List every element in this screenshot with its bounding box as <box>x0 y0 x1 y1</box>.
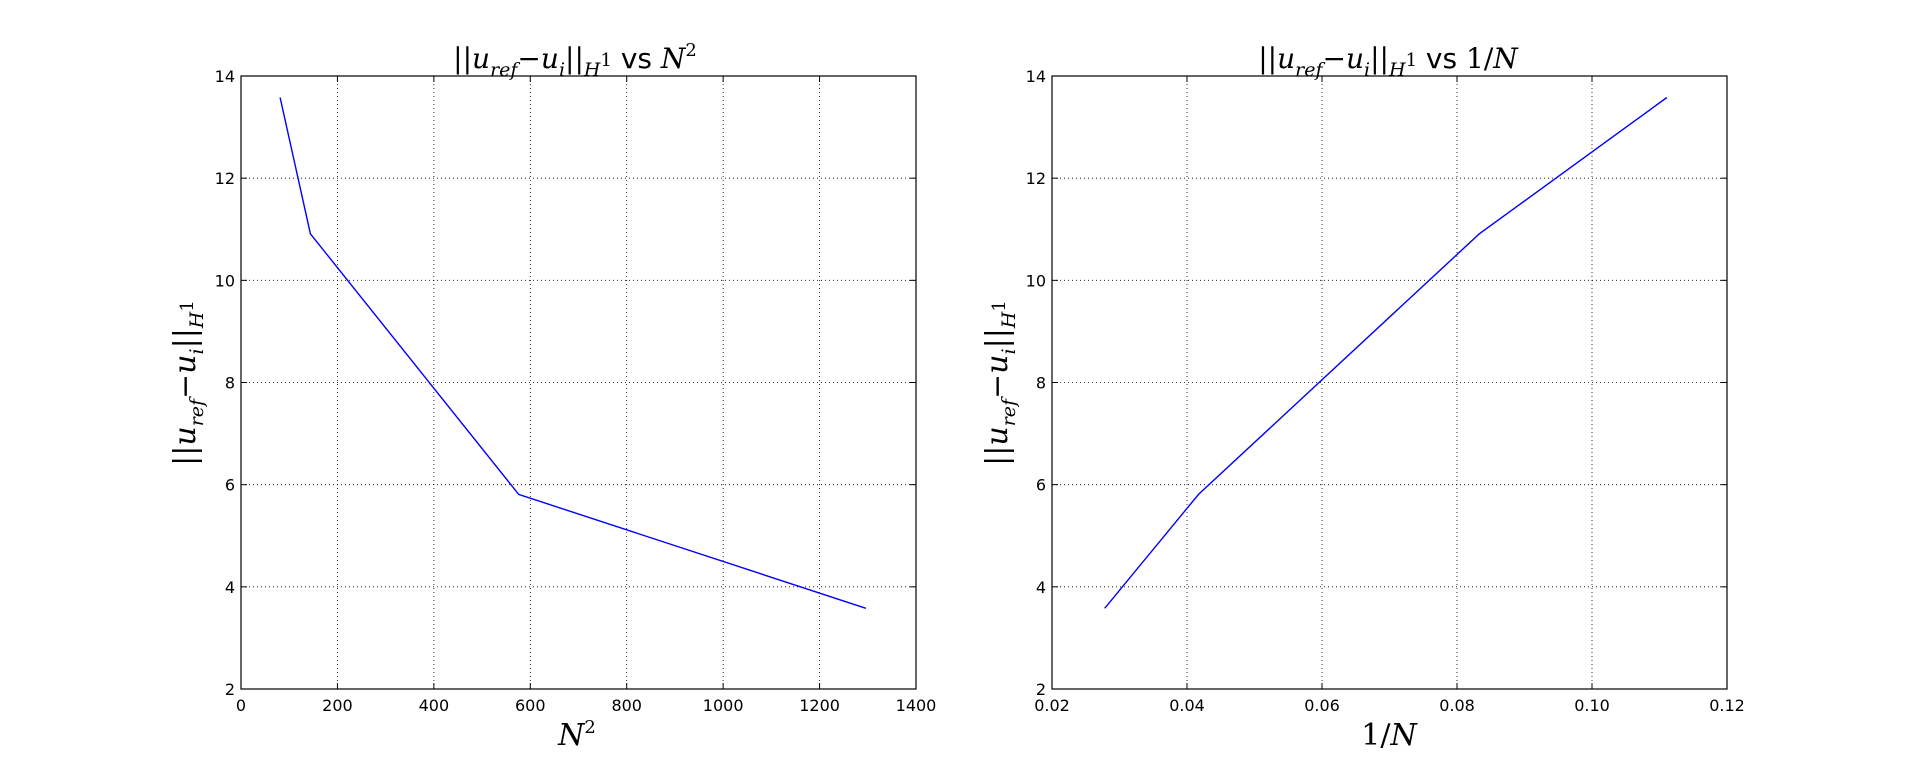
left-y-tick-label: 2 <box>225 680 235 699</box>
left-x-tick-label: 1200 <box>799 696 840 715</box>
right-plot-title: ||uref−ui||H1 vs 1/N <box>1258 42 1519 81</box>
right-tick-labels: 0.02 0.04 0.06 0.08 0.10 0.12 2 4 6 8 10 12 14 <box>1026 67 1745 715</box>
left-y-tick-label: 14 <box>215 67 235 86</box>
left-plot-title: ||uref−ui||H1 vs N2 <box>453 40 697 81</box>
left-x-tick-label: 1000 <box>703 696 744 715</box>
right-y-tick-label: 8 <box>1036 374 1046 393</box>
left-tick-labels: 0 200 400 600 800 1000 1200 1400 2 4 6 8 10 12 14 <box>215 67 937 715</box>
right-series-line <box>1104 96 1668 609</box>
right-y-tick-label: 12 <box>1026 169 1046 188</box>
right-x-tick-label: 0.04 <box>1169 696 1205 715</box>
right-y-tick-label: 10 <box>1026 271 1046 290</box>
right-y-tick-label: 2 <box>1036 680 1046 699</box>
right-y-axis-title: ||uref−ui||H1 <box>980 300 1020 466</box>
left-x-tick-label: 1400 <box>896 696 937 715</box>
left-y-tick-label: 4 <box>225 578 235 597</box>
right-y-tick-label: 4 <box>1036 578 1046 597</box>
left-y-tick-label: 8 <box>225 374 235 393</box>
right-x-axis-title: 1/N <box>1361 718 1418 753</box>
right-y-tick-label: 14 <box>1026 67 1046 86</box>
right-x-tick-label: 0.10 <box>1574 696 1610 715</box>
left-plot-frame <box>240 75 917 690</box>
right-x-tick-label: 0.02 <box>1034 696 1070 715</box>
left-x-axis-title: N2 <box>557 717 596 753</box>
right-plot-frame <box>1051 75 1728 690</box>
right-ticks <box>1051 75 1728 690</box>
left-x-tick-label: 600 <box>515 696 546 715</box>
right-x-tick-label: 0.12 <box>1709 696 1745 715</box>
left-x-tick-label: 400 <box>419 696 450 715</box>
left-y-tick-label: 6 <box>225 476 235 495</box>
left-x-tick-label: 0 <box>236 696 246 715</box>
left-y-tick-label: 12 <box>215 169 235 188</box>
left-x-tick-label: 800 <box>611 696 642 715</box>
right-series <box>1104 96 1668 609</box>
left-series-line <box>279 97 867 609</box>
right-plot: 0.02 0.04 0.06 0.08 0.10 0.12 2 4 6 8 10 12 14 ||ure… <box>980 42 1745 753</box>
right-x-tick-label: 0.06 <box>1304 696 1340 715</box>
left-grid <box>240 75 917 690</box>
left-plot: 0 200 400 600 800 1000 1200 1400 2 4 6 8 10 12 14 ||ur… <box>168 40 936 753</box>
right-y-tick-label: 6 <box>1036 476 1046 495</box>
left-ticks <box>240 75 917 690</box>
right-grid <box>1051 75 1728 690</box>
left-y-axis-title: ||uref−ui||H1 <box>168 300 208 466</box>
left-y-tick-label: 10 <box>215 271 235 290</box>
left-x-tick-label: 200 <box>322 696 353 715</box>
left-series <box>279 97 867 609</box>
right-x-tick-label: 0.08 <box>1439 696 1475 715</box>
